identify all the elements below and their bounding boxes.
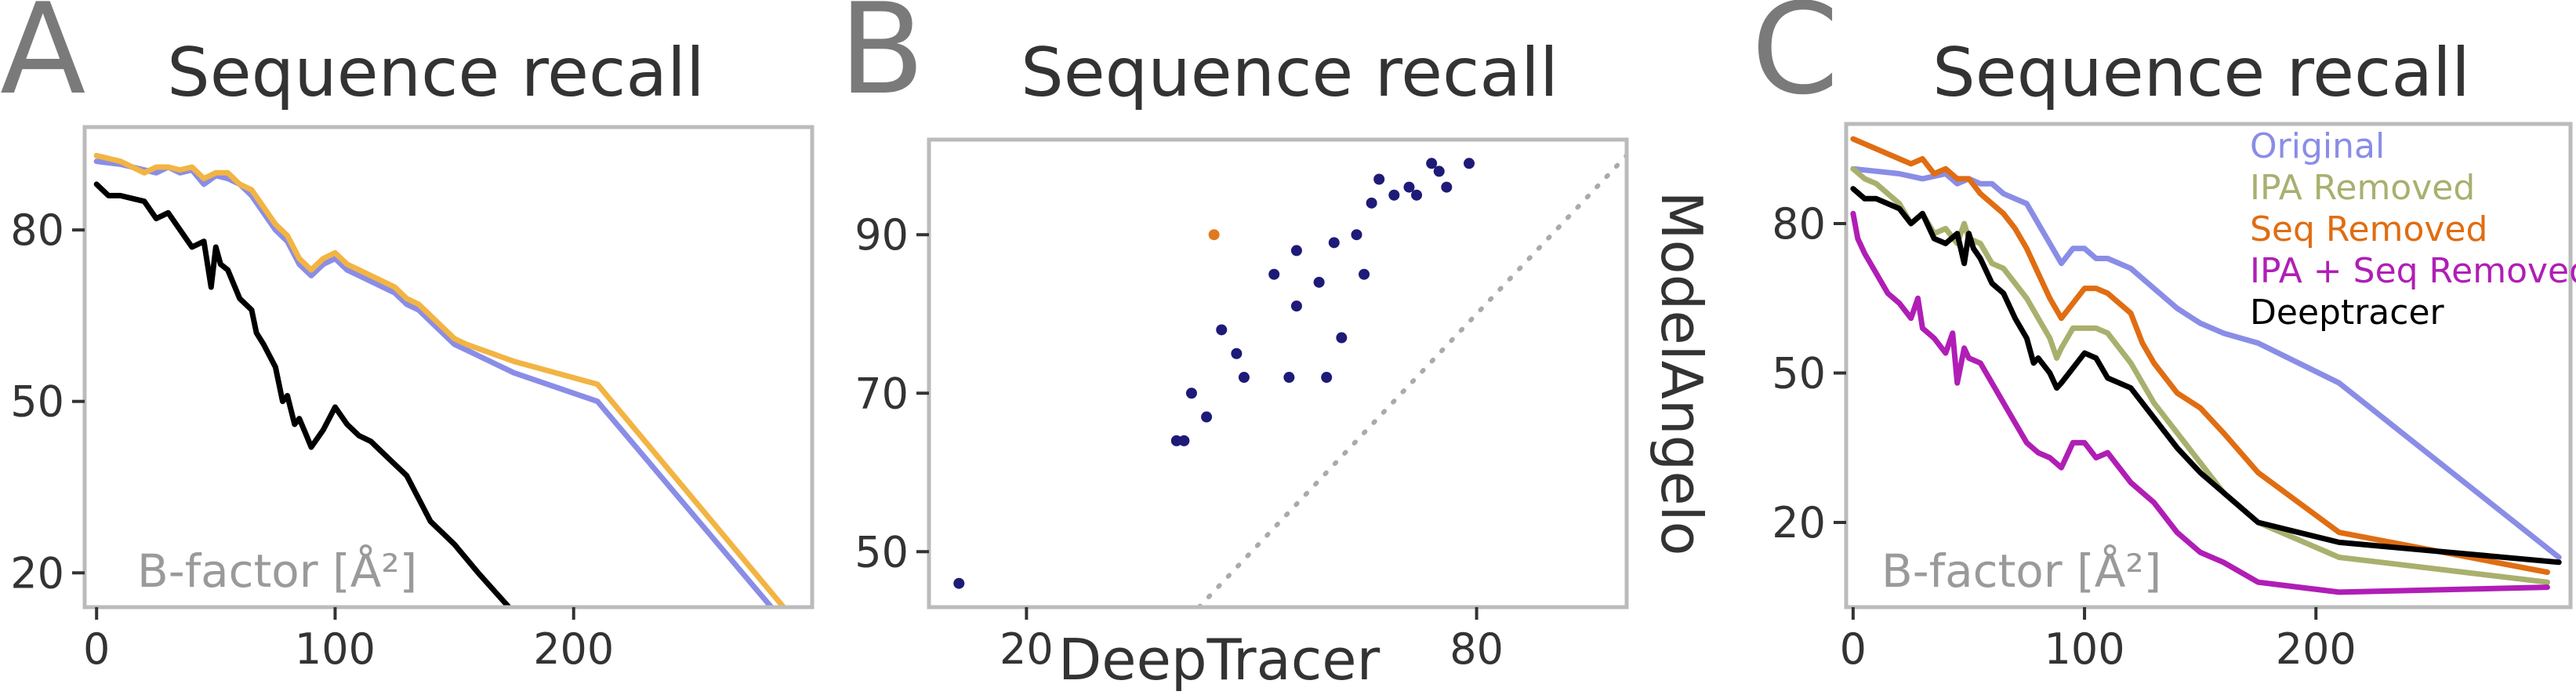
panel-c-xtick-label: 200 bbox=[2276, 624, 2356, 674]
scatter-point bbox=[1351, 229, 1362, 241]
legend-entry-ipa-seq-removed: IPA + Seq Removed bbox=[2250, 251, 2576, 291]
legend-entry-ipa-removed: IPA Removed bbox=[2250, 168, 2475, 208]
scatter-point bbox=[1178, 435, 1190, 446]
legend-entry-original: Original bbox=[2250, 126, 2385, 166]
panel-a-series-orange bbox=[93, 152, 788, 607]
panel-c-series-deeptracer bbox=[1850, 186, 2562, 566]
scatter-point bbox=[1336, 332, 1348, 344]
scatter-point bbox=[1290, 300, 1302, 312]
panel-c-xtick-label: 0 bbox=[1840, 624, 1867, 674]
panel-a-ytick-label: 50 bbox=[10, 377, 64, 427]
panel-c-series-original bbox=[1850, 166, 2562, 560]
scatter-point bbox=[1170, 435, 1182, 446]
panel-b-ylabel: ModelAngelo bbox=[1649, 191, 1714, 555]
scatter-point bbox=[1185, 388, 1197, 399]
panel-b-frame bbox=[927, 137, 1629, 609]
panel-c-ytick-label: 80 bbox=[1772, 199, 1826, 249]
panel-a-frame bbox=[82, 125, 815, 609]
panel-a-xtick-label: 0 bbox=[83, 624, 110, 674]
scatter-point bbox=[1201, 411, 1213, 423]
scatter-point bbox=[1366, 197, 1377, 209]
panel-a-xtick-label: 100 bbox=[295, 624, 376, 674]
scatter-point bbox=[1464, 158, 1475, 169]
identity-diagonal bbox=[1196, 153, 1627, 607]
panel-letter-a: A bbox=[0, 0, 85, 122]
panel-b-xtick-label: 80 bbox=[1449, 624, 1504, 674]
panel-b-ytick-label: 50 bbox=[854, 527, 909, 577]
scatter-point bbox=[1441, 181, 1453, 193]
scatter-point bbox=[1426, 158, 1438, 169]
scatter-point bbox=[1328, 237, 1340, 249]
panel-a-ytick-label: 20 bbox=[10, 548, 64, 598]
panel-b-ytick-label: 90 bbox=[854, 210, 909, 260]
panel-a-series-original bbox=[93, 158, 775, 607]
legend-entry-deeptracer: Deeptracer bbox=[2250, 293, 2445, 333]
panel-a: 0 100 200 20 50 80 B-factor [Å²] bbox=[10, 125, 815, 674]
panel-b-ytick-label: 70 bbox=[854, 369, 909, 418]
scatter-point bbox=[1290, 245, 1302, 257]
scatter-point bbox=[1411, 189, 1423, 201]
panel-c-xtick-label: 100 bbox=[2044, 624, 2125, 674]
scatter-point bbox=[953, 577, 965, 589]
panel-b-title: Sequence recall bbox=[1021, 34, 1558, 112]
panel-a-title: Sequence recall bbox=[167, 34, 705, 112]
panel-c-title: Sequence recall bbox=[1932, 34, 2470, 112]
scatter-point bbox=[1238, 372, 1250, 384]
panel-a-series-deeptracer bbox=[93, 181, 513, 607]
scatter-point bbox=[1359, 268, 1370, 280]
panel-a-xlabel: B-factor [Å²] bbox=[137, 544, 417, 598]
panel-c-frame bbox=[1844, 122, 2573, 609]
scatter-point bbox=[1313, 276, 1325, 288]
panel-b-xtick-label: 20 bbox=[1000, 624, 1054, 674]
scatter-point bbox=[1403, 181, 1415, 193]
panel-b-xlabel: DeepTracer bbox=[1058, 627, 1381, 693]
scatter-point bbox=[1321, 372, 1333, 384]
scatter-point bbox=[1433, 166, 1445, 177]
panel-c-series-seq_removed bbox=[1850, 136, 2550, 575]
panel-a-xtick-label: 200 bbox=[533, 624, 614, 674]
scatter-point bbox=[1216, 324, 1228, 336]
legend-entry-seq-removed: Seq Removed bbox=[2250, 209, 2487, 249]
panel-c-series-ipa_seq_removed bbox=[1850, 210, 2550, 595]
panel-a-ytick-label: 80 bbox=[10, 206, 64, 255]
panel-c-ytick-label: 50 bbox=[1772, 349, 1826, 398]
scatter-point bbox=[1231, 348, 1243, 359]
panel-c-ytick-label: 20 bbox=[1772, 498, 1826, 548]
scatter-point bbox=[1388, 189, 1400, 201]
panel-letter-c: C bbox=[1751, 0, 1839, 122]
scatter-point bbox=[1283, 372, 1295, 384]
panel-letter-b: B bbox=[839, 0, 925, 122]
panel-c-xlabel: B-factor [Å²] bbox=[1881, 544, 2161, 598]
panel-b: 20 80 50 70 90 DeepTracer ModelAngelo bbox=[854, 137, 1714, 693]
scatter-point bbox=[1373, 173, 1385, 185]
scatter-point bbox=[1268, 268, 1280, 280]
scatter-point bbox=[1208, 229, 1220, 241]
